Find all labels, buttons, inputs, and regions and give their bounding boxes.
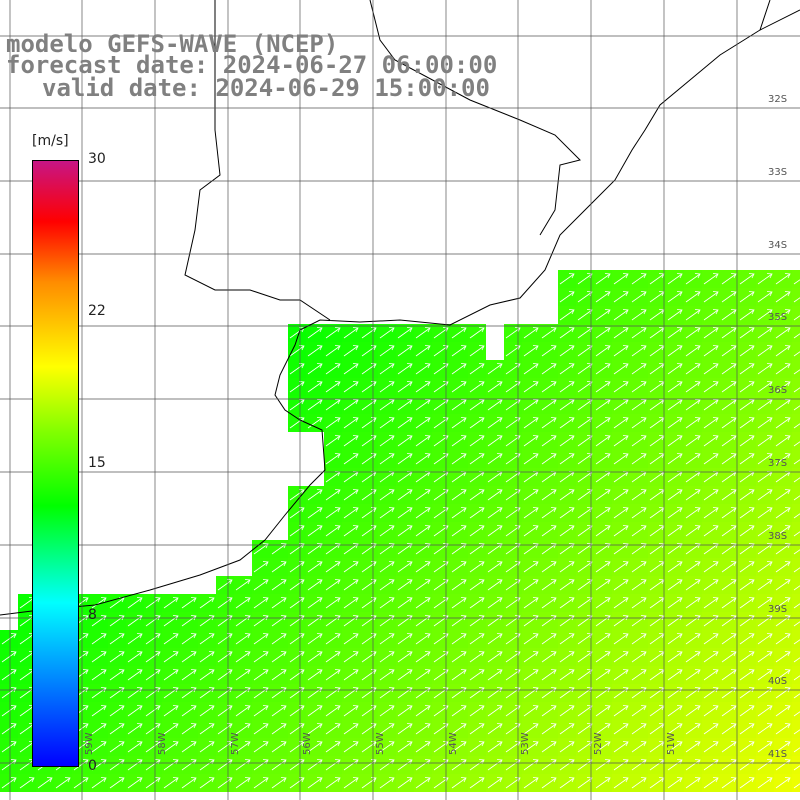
lat-label: 34S <box>768 240 787 251</box>
coastline <box>0 0 800 616</box>
lat-label: 32S <box>768 94 787 105</box>
lon-label: 51W <box>666 732 677 755</box>
lon-label: 52W <box>593 732 604 755</box>
lat-label: 39S <box>768 604 787 615</box>
wind-arrows <box>1 273 800 789</box>
title-forecast-date: forecast date: 2024-06-27 06:00:00 <box>6 51 498 79</box>
lat-label: 36S <box>768 385 787 396</box>
lat-label: 33S <box>768 167 787 178</box>
title-valid-date: valid date: 2024-06-29 15:00:00 <box>42 74 490 102</box>
lat-label: 38S <box>768 531 787 542</box>
lat-label: 40S <box>768 676 787 687</box>
grid-labels: 59W 58W 57W 56W 55W 54W 53W 52W 51W 32S 33S 34S 35S 3… <box>84 94 787 760</box>
lat-label: 37S <box>768 458 787 469</box>
colorbar-tick-30: 30 <box>88 151 106 167</box>
colorbar <box>32 160 79 767</box>
lat-label: 35S <box>768 312 787 323</box>
lon-label: 58W <box>157 732 168 755</box>
lat-label: 41S <box>768 749 787 760</box>
colorbar-unit: [m/s] <box>32 133 69 149</box>
colorbar-tick-0: 0 <box>88 758 97 774</box>
lon-label: 53W <box>520 732 531 755</box>
colorbar-tick-15: 15 <box>88 455 106 471</box>
lon-label: 59W <box>84 732 95 755</box>
lon-label: 56W <box>302 732 313 755</box>
lon-label: 54W <box>448 732 459 755</box>
colorbar-tick-8: 8 <box>88 607 97 623</box>
lon-label: 57W <box>230 732 241 755</box>
title-model: modelo GEFS-WAVE (NCEP) <box>6 30 339 58</box>
lon-label: 55W <box>375 732 386 755</box>
wind-speed-field <box>0 270 800 792</box>
colorbar-tick-22: 22 <box>88 303 106 319</box>
